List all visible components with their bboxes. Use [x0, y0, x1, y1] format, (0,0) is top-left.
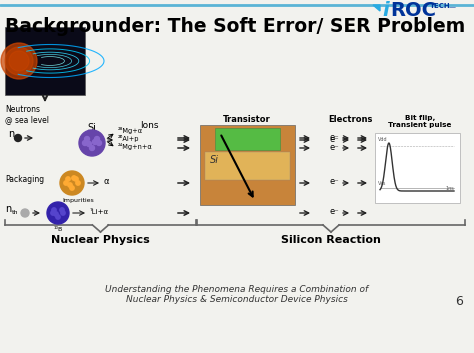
Text: n: n [5, 204, 11, 214]
FancyBboxPatch shape [200, 125, 295, 205]
Circle shape [84, 137, 90, 142]
Circle shape [56, 215, 60, 219]
Text: Vss: Vss [378, 181, 386, 186]
Text: ⁷Li+α: ⁷Li+α [90, 209, 109, 215]
Circle shape [97, 140, 101, 145]
Circle shape [94, 137, 100, 142]
Text: ²⁶Al+p: ²⁶Al+p [118, 136, 139, 143]
FancyBboxPatch shape [375, 133, 460, 203]
Circle shape [60, 208, 64, 212]
Text: α: α [104, 178, 109, 186]
Text: ¹⁰B: ¹⁰B [54, 227, 63, 232]
Circle shape [82, 140, 88, 145]
Text: i: i [382, 1, 389, 20]
Text: e⁻: e⁻ [330, 134, 340, 144]
Text: Si: Si [210, 155, 219, 165]
Text: th: th [12, 209, 18, 215]
Text: 1ns: 1ns [445, 186, 454, 191]
Text: e⁻: e⁻ [330, 132, 340, 142]
Circle shape [1, 43, 37, 79]
Circle shape [86, 142, 91, 146]
Circle shape [5, 47, 33, 75]
Circle shape [47, 202, 69, 224]
Text: ROC: ROC [390, 1, 436, 20]
FancyBboxPatch shape [5, 27, 85, 95]
Text: ²⁸Mg+α: ²⁸Mg+α [118, 127, 143, 134]
Text: Nuclear Physics & Semiconductor Device Physics: Nuclear Physics & Semiconductor Device P… [126, 295, 348, 304]
Circle shape [72, 176, 76, 180]
Circle shape [68, 183, 72, 187]
Text: Neutrons
@ sea level: Neutrons @ sea level [5, 105, 49, 124]
Text: e⁻: e⁻ [330, 143, 340, 151]
Circle shape [9, 51, 29, 71]
Text: —: — [449, 4, 456, 10]
Text: Understanding the Phenomena Requires a Combination of: Understanding the Phenomena Requires a C… [105, 285, 369, 294]
Circle shape [61, 211, 65, 215]
Text: Vdd: Vdd [378, 137, 388, 142]
Text: Ions: Ions [140, 121, 158, 130]
Circle shape [21, 209, 29, 217]
Circle shape [64, 181, 68, 185]
Text: Electrons: Electrons [328, 115, 372, 124]
Circle shape [51, 211, 55, 215]
Circle shape [66, 177, 70, 181]
Circle shape [90, 145, 94, 150]
Text: 6: 6 [455, 295, 463, 308]
Text: Silicon Reaction: Silicon Reaction [281, 235, 381, 245]
Circle shape [15, 134, 21, 142]
Text: e⁻: e⁻ [330, 178, 340, 186]
Text: n: n [8, 129, 14, 139]
FancyBboxPatch shape [215, 128, 280, 150]
Circle shape [92, 139, 98, 144]
Text: Si: Si [88, 123, 96, 133]
Text: Bit flip,
Transient pulse: Bit flip, Transient pulse [388, 115, 452, 128]
Circle shape [70, 186, 74, 190]
Circle shape [52, 208, 56, 212]
Text: TECH: TECH [430, 3, 451, 9]
Text: Nuclear Physics: Nuclear Physics [51, 235, 150, 245]
Text: Backgrounder: The Soft Error/ SER Problem: Backgrounder: The Soft Error/ SER Proble… [5, 17, 465, 36]
Circle shape [54, 212, 58, 216]
FancyBboxPatch shape [205, 152, 290, 180]
Text: e⁻: e⁻ [330, 208, 340, 216]
Circle shape [74, 177, 78, 181]
Polygon shape [373, 5, 380, 11]
Circle shape [76, 181, 80, 185]
Circle shape [60, 171, 84, 195]
Text: Impurities: Impurities [62, 198, 94, 203]
Text: Transistor: Transistor [223, 115, 271, 124]
Circle shape [79, 130, 105, 156]
Text: ²⁴Mg+n+α: ²⁴Mg+n+α [118, 144, 153, 150]
Text: Packaging: Packaging [5, 175, 44, 184]
